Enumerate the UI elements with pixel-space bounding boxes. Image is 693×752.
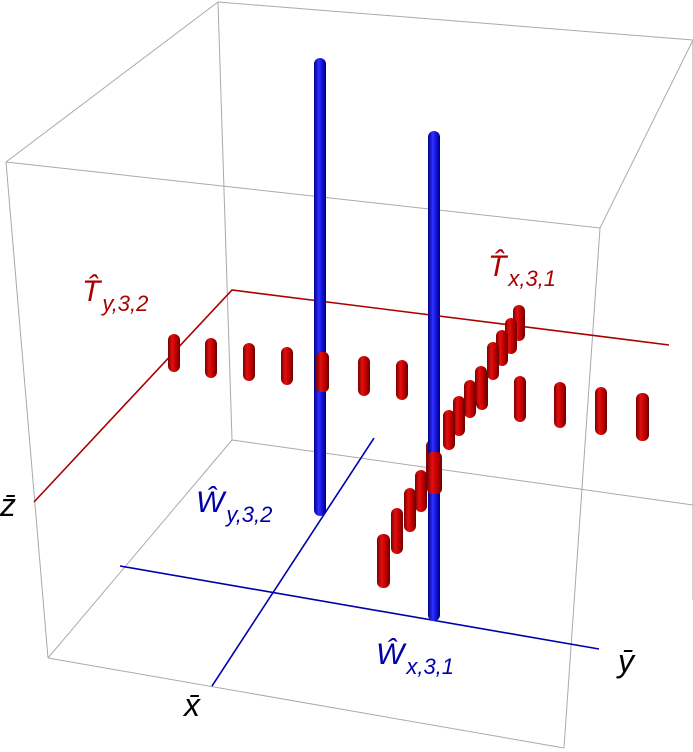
red-crossings (316, 352, 442, 494)
label-w-x: Ŵx,3,1 (376, 638, 454, 679)
blue-tube-w-x (428, 131, 440, 621)
red-tube (475, 366, 487, 404)
red-tubes-y-row (168, 334, 649, 441)
red-tube (281, 347, 293, 385)
box-edge-bottom-back (231, 439, 693, 506)
red-tube (464, 380, 476, 418)
red-tube (168, 334, 180, 372)
box-edge-front-left (5, 161, 49, 659)
blue-plane-line (119, 565, 600, 650)
red-tube (396, 360, 408, 400)
axis-label-x: x̄ (182, 687, 201, 723)
box-edge-bottom-front (47, 657, 565, 749)
red-tube (391, 508, 403, 554)
label-t-x: T̂x,3,1 (488, 250, 556, 291)
red-tube (595, 387, 607, 435)
blue-tube-w-y (314, 58, 326, 516)
axis-label-y: ȳ (616, 643, 636, 679)
box-edge-bottom-left (47, 439, 233, 659)
red-tube (404, 488, 416, 532)
box-top-face (5, 1, 693, 229)
red-tube (358, 356, 370, 396)
red-tube (316, 352, 329, 392)
box-edge-back-left (217, 1, 233, 441)
label-t-y: T̂y,3,2 (82, 275, 148, 316)
box-edge-front-right (563, 227, 601, 749)
blue-diagonal-line (211, 437, 375, 687)
red-tube (205, 338, 217, 378)
blue-tubes (314, 58, 440, 621)
red-tube (514, 376, 526, 422)
red-tube (415, 470, 427, 512)
red-tube (443, 410, 455, 450)
axis-label-z: z̄ (0, 487, 16, 523)
red-tube (427, 452, 442, 494)
red-tube (377, 534, 390, 588)
red-tube (487, 342, 499, 380)
red-tubes-x-row (377, 305, 525, 588)
bounding-box (5, 1, 693, 749)
red-plane-line (33, 289, 670, 503)
label-w-y: Ŵy,3,2 (196, 486, 272, 527)
red-tube (554, 382, 566, 428)
red-tube (636, 393, 649, 441)
red-tube (453, 396, 465, 436)
red-tube (243, 343, 255, 381)
